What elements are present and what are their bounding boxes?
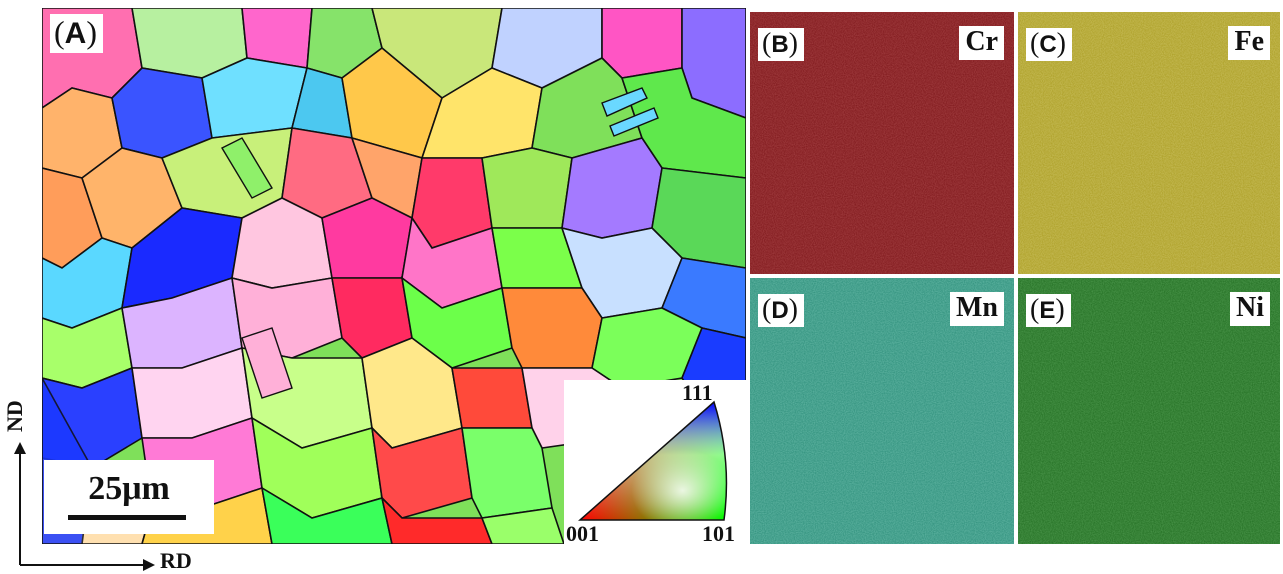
axis-label-rd: RD — [160, 548, 192, 573]
elemental-map-ni: (E) Ni — [1018, 278, 1280, 544]
ipf-color-key: 111 001 101 — [564, 380, 746, 544]
panel-d-label: (D) — [758, 294, 804, 327]
element-label-ni: Ni — [1230, 292, 1270, 326]
panel-a-letter: A — [64, 17, 87, 50]
panel-b-label: (B) — [758, 28, 804, 61]
element-label-cr: Cr — [959, 26, 1004, 60]
ebsd-orientation-map-panel: (A) 25μm — [42, 8, 746, 544]
ipf-label-001: 001 — [566, 521, 599, 545]
element-label-mn: Mn — [950, 292, 1004, 326]
panel-c-letter: C — [1039, 31, 1057, 58]
panel-e-label: (E) — [1026, 294, 1071, 327]
ipf-label-101: 101 — [702, 521, 735, 545]
panel-d-letter: D — [771, 297, 789, 324]
scale-bar-text: 25μm — [88, 470, 170, 507]
panel-a-label: (A) — [50, 14, 103, 53]
element-label-fe: Fe — [1228, 26, 1270, 60]
elemental-map-fe: (C) Fe — [1018, 12, 1280, 274]
axis-label-nd: ND — [2, 400, 27, 432]
panel-c-label: (C) — [1026, 28, 1072, 61]
sample-axes — [14, 442, 155, 571]
ipf-triangle — [578, 400, 728, 521]
panel-b-letter: B — [771, 31, 789, 58]
scale-bar: 25μm — [44, 460, 214, 534]
elemental-map-cr: (B) Cr — [750, 12, 1014, 274]
panel-e-letter: E — [1039, 297, 1056, 324]
elemental-map-mn: (D) Mn — [750, 278, 1014, 544]
scale-bar-line — [68, 515, 186, 520]
ipf-label-111: 111 — [682, 380, 713, 405]
